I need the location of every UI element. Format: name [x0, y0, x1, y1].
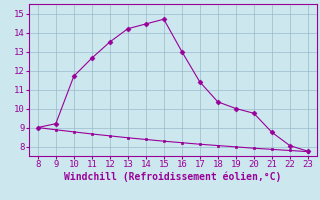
X-axis label: Windchill (Refroidissement éolien,°C): Windchill (Refroidissement éolien,°C): [64, 172, 282, 182]
